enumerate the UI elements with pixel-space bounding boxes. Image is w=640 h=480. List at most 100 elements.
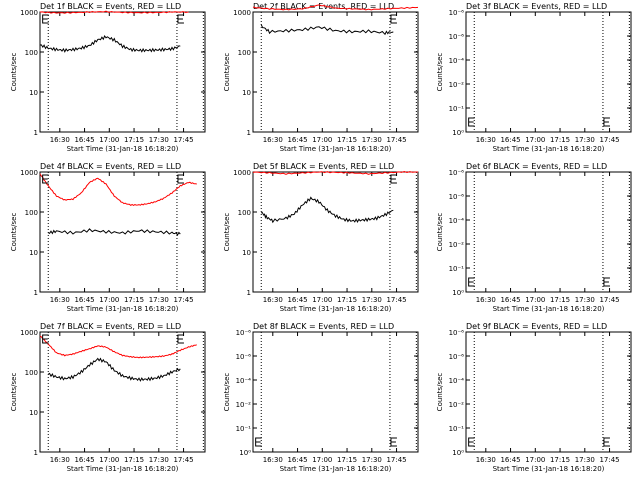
x-tick-label: 17:00 — [525, 296, 545, 304]
plot-9: Det 9f BLACK = Events, RED = LLD10⁻⁶10⁻⁶… — [436, 322, 632, 473]
y-tick-label: 100 — [25, 49, 38, 57]
x-tick-label: 17:00 — [312, 456, 332, 464]
y-tick-label: 1000 — [20, 9, 38, 17]
interval-marker-icon — [468, 437, 475, 447]
y-tick-label: 1000 — [20, 169, 38, 177]
plot-title: Det 3f BLACK = Events, RED = LLD — [466, 2, 607, 11]
plot-frame — [39, 331, 206, 453]
y-tick-label: 1 — [247, 129, 251, 137]
y-axis-label: Counts/sec — [436, 373, 444, 412]
interval-marker-icon — [177, 174, 184, 184]
x-tick-label: 17:15 — [337, 136, 357, 144]
x-tick-label: 17:30 — [362, 456, 382, 464]
y-tick-label: 10⁻⁴ — [236, 377, 252, 385]
interval-marker-icon — [177, 14, 184, 24]
events-series-line — [260, 196, 394, 224]
interval-marker-icon — [390, 14, 397, 24]
x-tick-label: 17:30 — [362, 296, 382, 304]
y-tick-label: 10⁻⁶ — [236, 329, 252, 337]
y-axis-label: Counts/sec — [436, 213, 444, 252]
plot-frame — [465, 331, 632, 453]
x-tick-label: 16:30 — [263, 296, 283, 304]
x-tick-label: 17:00 — [312, 136, 332, 144]
y-tick-label: 10 — [242, 89, 251, 97]
x-axis-label: Start Time (31-Jan-18 16:18:20) — [67, 465, 179, 473]
y-tick-label: 10⁻⁴ — [449, 217, 465, 225]
x-tick-label: 17:15 — [550, 296, 570, 304]
y-tick-label: 10⁻² — [236, 401, 252, 409]
x-tick-label: 17:45 — [386, 296, 406, 304]
x-tick-label: 16:30 — [476, 456, 496, 464]
x-tick-label: 17:15 — [337, 296, 357, 304]
plot-title: Det 7f BLACK = Events, RED = LLD — [40, 322, 181, 331]
y-axis-label: Counts/sec — [10, 373, 18, 412]
plot-title: Det 6f BLACK = Events, RED = LLD — [466, 162, 607, 171]
x-tick-label: 17:45 — [173, 296, 193, 304]
y-axis-label: Counts/sec — [436, 53, 444, 92]
x-tick-label: 16:45 — [74, 456, 94, 464]
plot-frame — [39, 11, 206, 133]
y-tick-label: 10⁻⁶ — [449, 9, 465, 17]
plot-frame — [252, 11, 419, 133]
lld-series-line — [252, 170, 418, 175]
y-tick-label: 1 — [247, 289, 251, 297]
interval-marker-icon — [603, 117, 610, 127]
lld-series-line — [252, 4, 419, 11]
y-tick-label: 10⁻² — [449, 241, 465, 249]
x-tick-label: 17:30 — [149, 136, 169, 144]
x-axis-label: Start Time (31-Jan-18 16:18:20) — [280, 145, 392, 153]
x-tick-label: 17:15 — [550, 136, 570, 144]
y-tick-label: 10⁻⁶ — [449, 193, 465, 201]
y-tick-label: 10⁻⁶ — [449, 169, 465, 177]
y-tick-label: 1000 — [233, 169, 251, 177]
x-tick-label: 17:00 — [99, 456, 119, 464]
x-tick-label: 16:30 — [50, 136, 70, 144]
y-tick-label: 100 — [25, 209, 38, 217]
interval-marker-icon — [468, 117, 475, 127]
interval-marker-icon — [255, 437, 262, 447]
x-axis-label: Start Time (31-Jan-18 16:18:20) — [280, 465, 392, 473]
x-axis-label: Start Time (31-Jan-18 16:18:20) — [67, 145, 179, 153]
y-axis-label: Counts/sec — [10, 53, 18, 92]
x-tick-label: 17:30 — [362, 136, 382, 144]
x-tick-label: 16:45 — [74, 296, 94, 304]
x-tick-label: 16:45 — [74, 136, 94, 144]
plot-title: Det 2f BLACK = Events, RED = LLD — [253, 2, 394, 11]
plot-title: Det 8f BLACK = Events, RED = LLD — [253, 322, 394, 331]
y-tick-label: 10 — [242, 249, 251, 257]
x-tick-label: 17:00 — [99, 136, 119, 144]
y-tick-label: 10⁰ — [452, 449, 464, 457]
plot-8: Det 8f BLACK = Events, RED = LLD10⁻⁶10⁻⁶… — [223, 322, 419, 473]
x-tick-label: 17:30 — [149, 456, 169, 464]
x-tick-label: 17:15 — [124, 456, 144, 464]
lld-series-line — [39, 335, 197, 359]
x-tick-label: 16:45 — [287, 136, 307, 144]
y-tick-label: 1000 — [20, 329, 38, 337]
y-tick-label: 10⁻⁴ — [449, 57, 465, 65]
x-tick-label: 16:30 — [50, 456, 70, 464]
x-tick-label: 16:30 — [476, 296, 496, 304]
plot-frame — [252, 171, 419, 293]
x-tick-label: 17:00 — [525, 456, 545, 464]
plot-title: Det 5f BLACK = Events, RED = LLD — [253, 162, 394, 171]
x-tick-label: 17:45 — [386, 136, 406, 144]
x-tick-label: 17:15 — [337, 456, 357, 464]
x-axis-label: Start Time (31-Jan-18 16:18:20) — [493, 305, 605, 313]
x-tick-label: 17:00 — [525, 136, 545, 144]
y-axis-label: Counts/sec — [223, 53, 231, 92]
x-tick-label: 16:45 — [500, 456, 520, 464]
y-tick-label: 10 — [29, 249, 38, 257]
y-tick-label: 10⁻⁶ — [449, 33, 465, 41]
y-axis-label: Counts/sec — [223, 373, 231, 412]
plot-frame — [39, 171, 206, 293]
y-tick-label: 10⁻⁶ — [449, 329, 465, 337]
x-tick-label: 16:30 — [263, 456, 283, 464]
x-tick-label: 17:45 — [599, 136, 619, 144]
y-tick-label: 10⁻¹ — [449, 425, 465, 433]
x-tick-label: 16:45 — [500, 296, 520, 304]
